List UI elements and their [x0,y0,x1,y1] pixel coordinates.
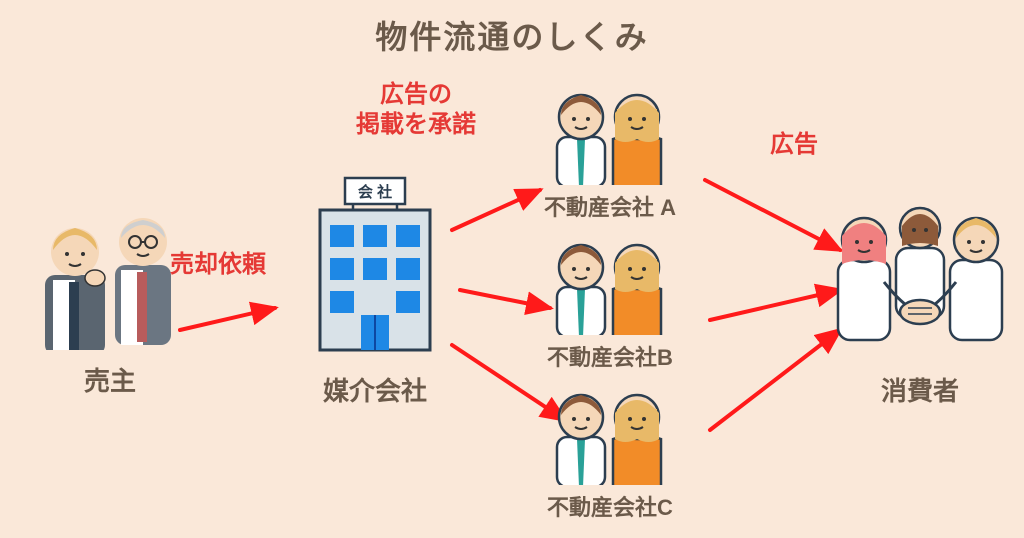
couple-icon [545,235,675,335]
agent-c-label: 不動産会社C [520,490,700,522]
diagram-title: 物件流通のしくみ [375,12,648,58]
consumer-label: 消費者 [830,371,1010,408]
agent-a-label: 不動産会社 A [520,190,700,222]
seller-label: 売主 [30,361,190,398]
couple-icon [545,385,675,485]
node-consumer: 消費者 [830,200,1010,408]
node-seller: 売主 [30,200,190,398]
building-sign-text: 会 社 [358,183,392,201]
building-icon: 会 社 [295,170,455,360]
couple-icon [545,85,675,185]
node-broker: 会 社 媒介会社 [290,170,460,408]
edge-label-advertisement: 広告 [770,130,818,160]
node-agent-a: 不動産会社 A [520,85,700,222]
node-agent-c: 不動産会社C [520,385,700,522]
two-businessmen-icon [35,200,185,350]
edge-label-ad-consent: 広告の掲載を承諾 [356,80,476,140]
agent-b-label: 不動産会社B [520,340,700,372]
edge-label-sell-request: 売却依頼 [170,250,266,280]
node-agent-b: 不動産会社B [520,235,700,372]
broker-label: 媒介会社 [290,371,460,408]
three-people-icon [830,200,1010,360]
